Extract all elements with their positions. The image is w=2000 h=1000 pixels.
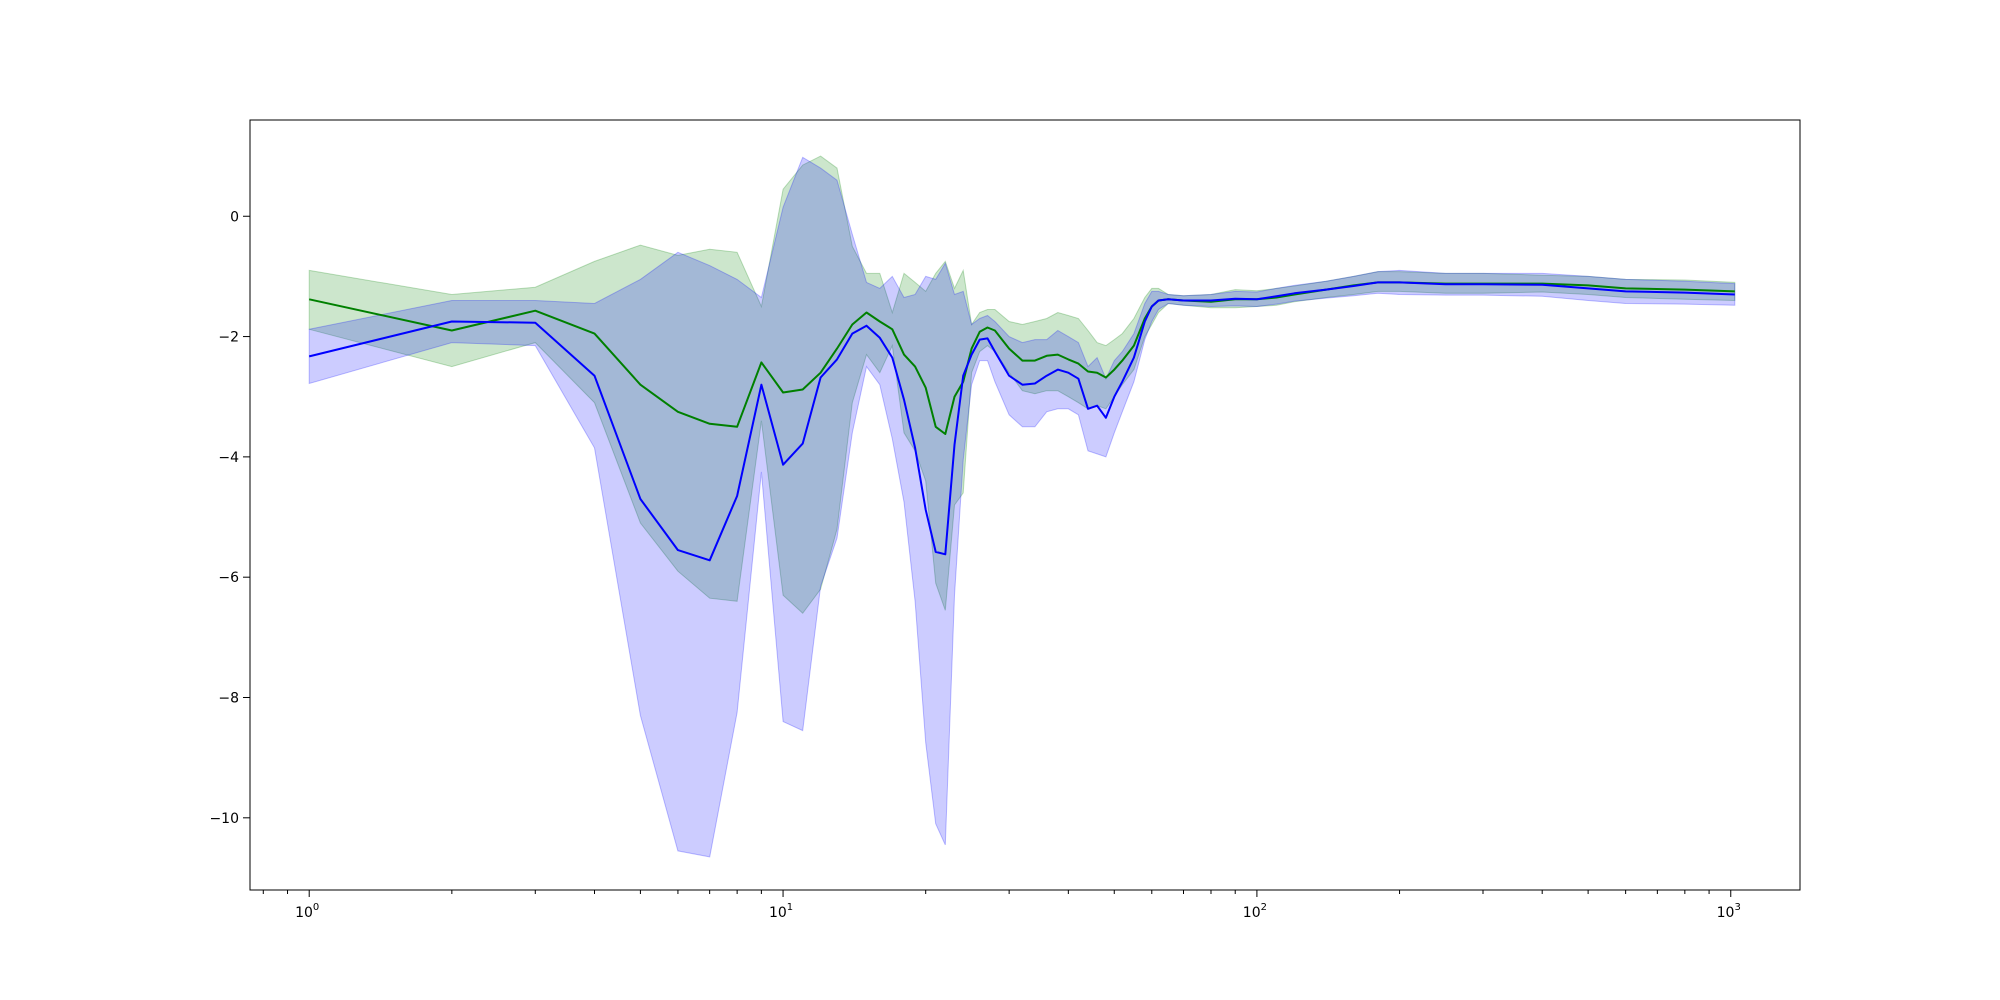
x-axis: 100 101 102 103 [262, 890, 1741, 921]
x-tick-label: 102 [1243, 902, 1267, 921]
y-tick-label: −8 [218, 691, 239, 707]
y-axis: 0 −2 −4 −6 −8 −10 [209, 209, 250, 827]
y-tick-label: −4 [218, 450, 239, 466]
axes-frame [249, 119, 1801, 891]
y-tick-label: −10 [209, 811, 239, 827]
series-2-line [308, 281, 1735, 562]
x-tick-label: 101 [769, 902, 793, 921]
y-tick-label: −2 [218, 330, 239, 346]
y-tick-label: −6 [218, 570, 239, 586]
y-tick-label: 0 [230, 209, 239, 225]
series-2-band [308, 156, 1736, 858]
x-tick-label: 103 [1717, 902, 1741, 921]
plot-area [308, 155, 1736, 858]
x-tick-label: 100 [295, 902, 319, 921]
